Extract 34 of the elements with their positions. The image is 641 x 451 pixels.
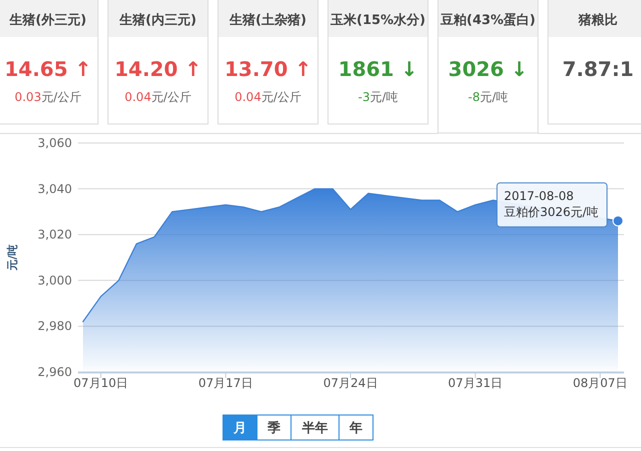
data-label: 3026 ↓	[448, 57, 528, 81]
category-label: 玉米(15%水分)	[330, 13, 426, 28]
y-tick-label: 3,060	[38, 136, 72, 150]
text: -8元/吨	[468, 90, 508, 104]
data-label: 14.20 ↑	[114, 57, 202, 81]
annotation: 2017-08-08 豆粕价3026元/吨	[504, 188, 599, 219]
y-tick-label: 3,040	[38, 182, 72, 196]
text: 季	[266, 420, 280, 436]
category-label: 生猪(内三元)	[118, 13, 196, 28]
y-tick-label: 3,000	[38, 273, 72, 288]
data-label: 7.87:1	[562, 57, 634, 81]
category-label: 猪粮比	[578, 12, 618, 28]
y-axis-title: 元/吨	[6, 244, 19, 272]
category-label: 生猪(外三元)	[8, 13, 86, 28]
y-tick-label: 3,020	[38, 228, 72, 242]
x-tick-label: 07月10日	[74, 376, 128, 390]
text: 月	[232, 421, 246, 436]
x-tick-label: 08月07日	[572, 376, 628, 390]
text: 0.04元/公斤	[234, 90, 302, 104]
y-tick-label: 2,980	[38, 319, 72, 334]
text: 0.03元/公斤	[14, 90, 82, 104]
x-tick-label: 07月24日	[323, 376, 378, 390]
x-tick-label: 07月17日	[198, 376, 253, 390]
y-tick-label: 2,960	[38, 365, 72, 379]
x-tick-label: 07月31日	[448, 376, 503, 390]
data-label: 14.65 ↑	[4, 57, 92, 81]
data-label: 1861 ↓	[338, 57, 418, 81]
text: 0.04元/公斤	[124, 90, 192, 104]
text: 半年	[301, 421, 328, 436]
data-label: 13.70 ↑	[224, 57, 312, 81]
category-label: 豆粕(43%蛋白)	[440, 13, 536, 28]
category-label: 生猪(土杂猪)	[228, 13, 306, 28]
text: -3元/吨	[358, 90, 398, 104]
text: 年	[348, 421, 362, 436]
